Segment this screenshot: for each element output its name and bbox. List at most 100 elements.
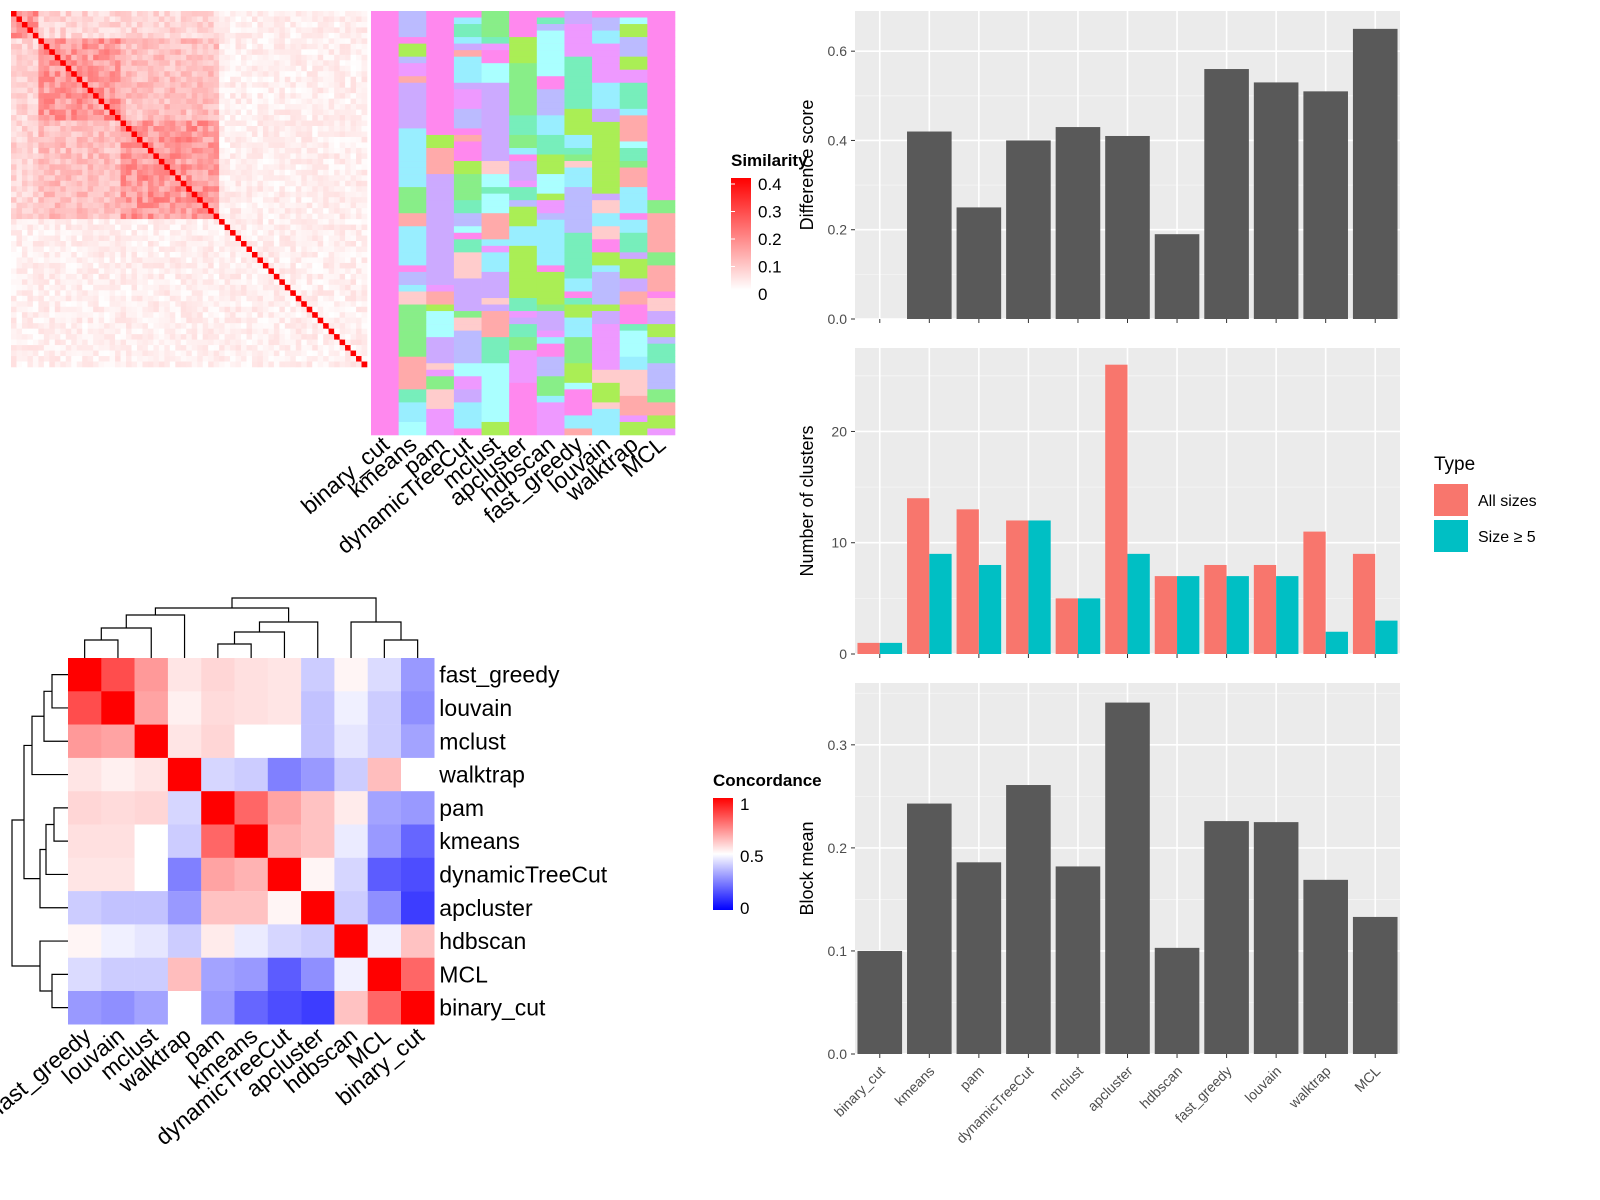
annotation-cell: [592, 421, 621, 429]
similarity-cell: [60, 131, 67, 138]
annotation-cell: [398, 174, 427, 181]
similarity-cell: [213, 224, 220, 231]
similarity-cell: [136, 93, 143, 99]
similarity-cell: [27, 208, 34, 214]
annotation-cell: [536, 304, 565, 312]
annotation-cell: [509, 245, 538, 253]
annotation-cell: [426, 363, 455, 371]
similarity-cell: [136, 38, 143, 45]
annotation-cell: [619, 284, 648, 292]
similarity-cell: [180, 38, 187, 45]
annotation-cell: [619, 30, 648, 38]
similarity-cell: [306, 224, 313, 231]
similarity-cell: [27, 317, 34, 324]
similarity-cell: [208, 317, 214, 324]
similarity-cell: [16, 11, 23, 17]
annotation-cell: [481, 317, 510, 325]
similarity-cell: [246, 290, 253, 297]
similarity-cell: [93, 147, 99, 154]
similarity-cell: [241, 93, 247, 99]
similarity-cell: [65, 16, 72, 23]
similarity-cell: [268, 345, 275, 351]
annotation-cell: [619, 167, 648, 175]
similarity-cell: [290, 115, 297, 121]
similarity-cell: [295, 158, 302, 165]
similarity-cell: [60, 262, 67, 269]
similarity-cell: [60, 295, 67, 302]
annotation-cell: [453, 121, 482, 129]
similarity-cell: [350, 213, 357, 220]
similarity-cell: [345, 71, 351, 78]
similarity-cell: [21, 54, 28, 61]
annotation-cell: [481, 167, 510, 175]
similarity-cell: [115, 241, 121, 247]
similarity-cell: [21, 175, 28, 182]
annotation-cell: [619, 89, 648, 97]
similarity-cell: [339, 290, 346, 297]
similarity-cell: [126, 284, 132, 291]
annotation-cell: [481, 271, 510, 279]
similarity-cell: [224, 273, 231, 280]
similarity-cell: [158, 169, 165, 176]
similarity-cell: [142, 16, 149, 23]
similarity-cell: [38, 115, 45, 121]
similarity-cell: [350, 345, 357, 351]
similarity-cell: [158, 219, 165, 225]
annotation-cell: [453, 161, 482, 168]
similarity-cell: [317, 142, 324, 149]
similarity-cell: [334, 312, 340, 319]
similarity-cell: [54, 65, 61, 72]
similarity-cell: [345, 268, 351, 275]
similarity-cell: [54, 158, 61, 165]
similarity-cell: [153, 290, 160, 297]
similarity-cell: [175, 60, 182, 67]
similarity-cell: [312, 43, 319, 50]
similarity-cell: [186, 43, 193, 50]
similarity-cell: [257, 180, 264, 187]
similarity-cell: [65, 257, 72, 264]
similarity-cell: [158, 21, 165, 28]
similarity-cell: [71, 312, 78, 319]
similarity-cell: [21, 38, 28, 45]
similarity-cell: [273, 235, 280, 242]
similarity-cell: [279, 43, 286, 50]
annotation-cell: [509, 239, 538, 247]
similarity-cell: [115, 76, 121, 83]
similarity-cell: [219, 104, 225, 110]
similarity-cell: [350, 104, 357, 110]
similarity-cell: [279, 191, 286, 198]
similarity-cell: [328, 76, 335, 83]
similarity-cell: [208, 279, 214, 286]
similarity-cell: [65, 191, 72, 198]
similarity-cell: [169, 345, 176, 351]
annotation-cell: [398, 232, 427, 240]
similarity-cell: [230, 71, 236, 78]
annotation-cell: [398, 102, 427, 110]
similarity-cell: [104, 219, 110, 225]
similarity-cell: [246, 235, 253, 242]
similarity-cell: [213, 158, 220, 165]
similarity-cell: [361, 115, 368, 121]
similarity-cell: [169, 356, 176, 362]
similarity-cell: [65, 197, 72, 203]
similarity-cell: [197, 273, 203, 280]
similarity-cell: [87, 213, 94, 220]
annotation-cell: [564, 30, 593, 38]
similarity-cell: [87, 104, 94, 110]
annotation-cell: [509, 382, 538, 390]
similarity-cell: [213, 197, 220, 203]
similarity-cell: [11, 16, 17, 23]
annotation-cell: [619, 17, 648, 25]
similarity-cell: [295, 32, 302, 39]
similarity-cell: [312, 339, 319, 346]
similarity-cell: [43, 32, 50, 39]
similarity-cell: [38, 339, 45, 346]
similarity-cell: [356, 295, 362, 302]
similarity-cell: [180, 301, 187, 308]
similarity-cell: [328, 109, 335, 116]
similarity-cell: [104, 224, 110, 231]
similarity-cell: [131, 202, 138, 209]
similarity-cell: [301, 87, 308, 94]
similarity-cell: [54, 284, 61, 291]
similarity-cell: [115, 279, 121, 286]
